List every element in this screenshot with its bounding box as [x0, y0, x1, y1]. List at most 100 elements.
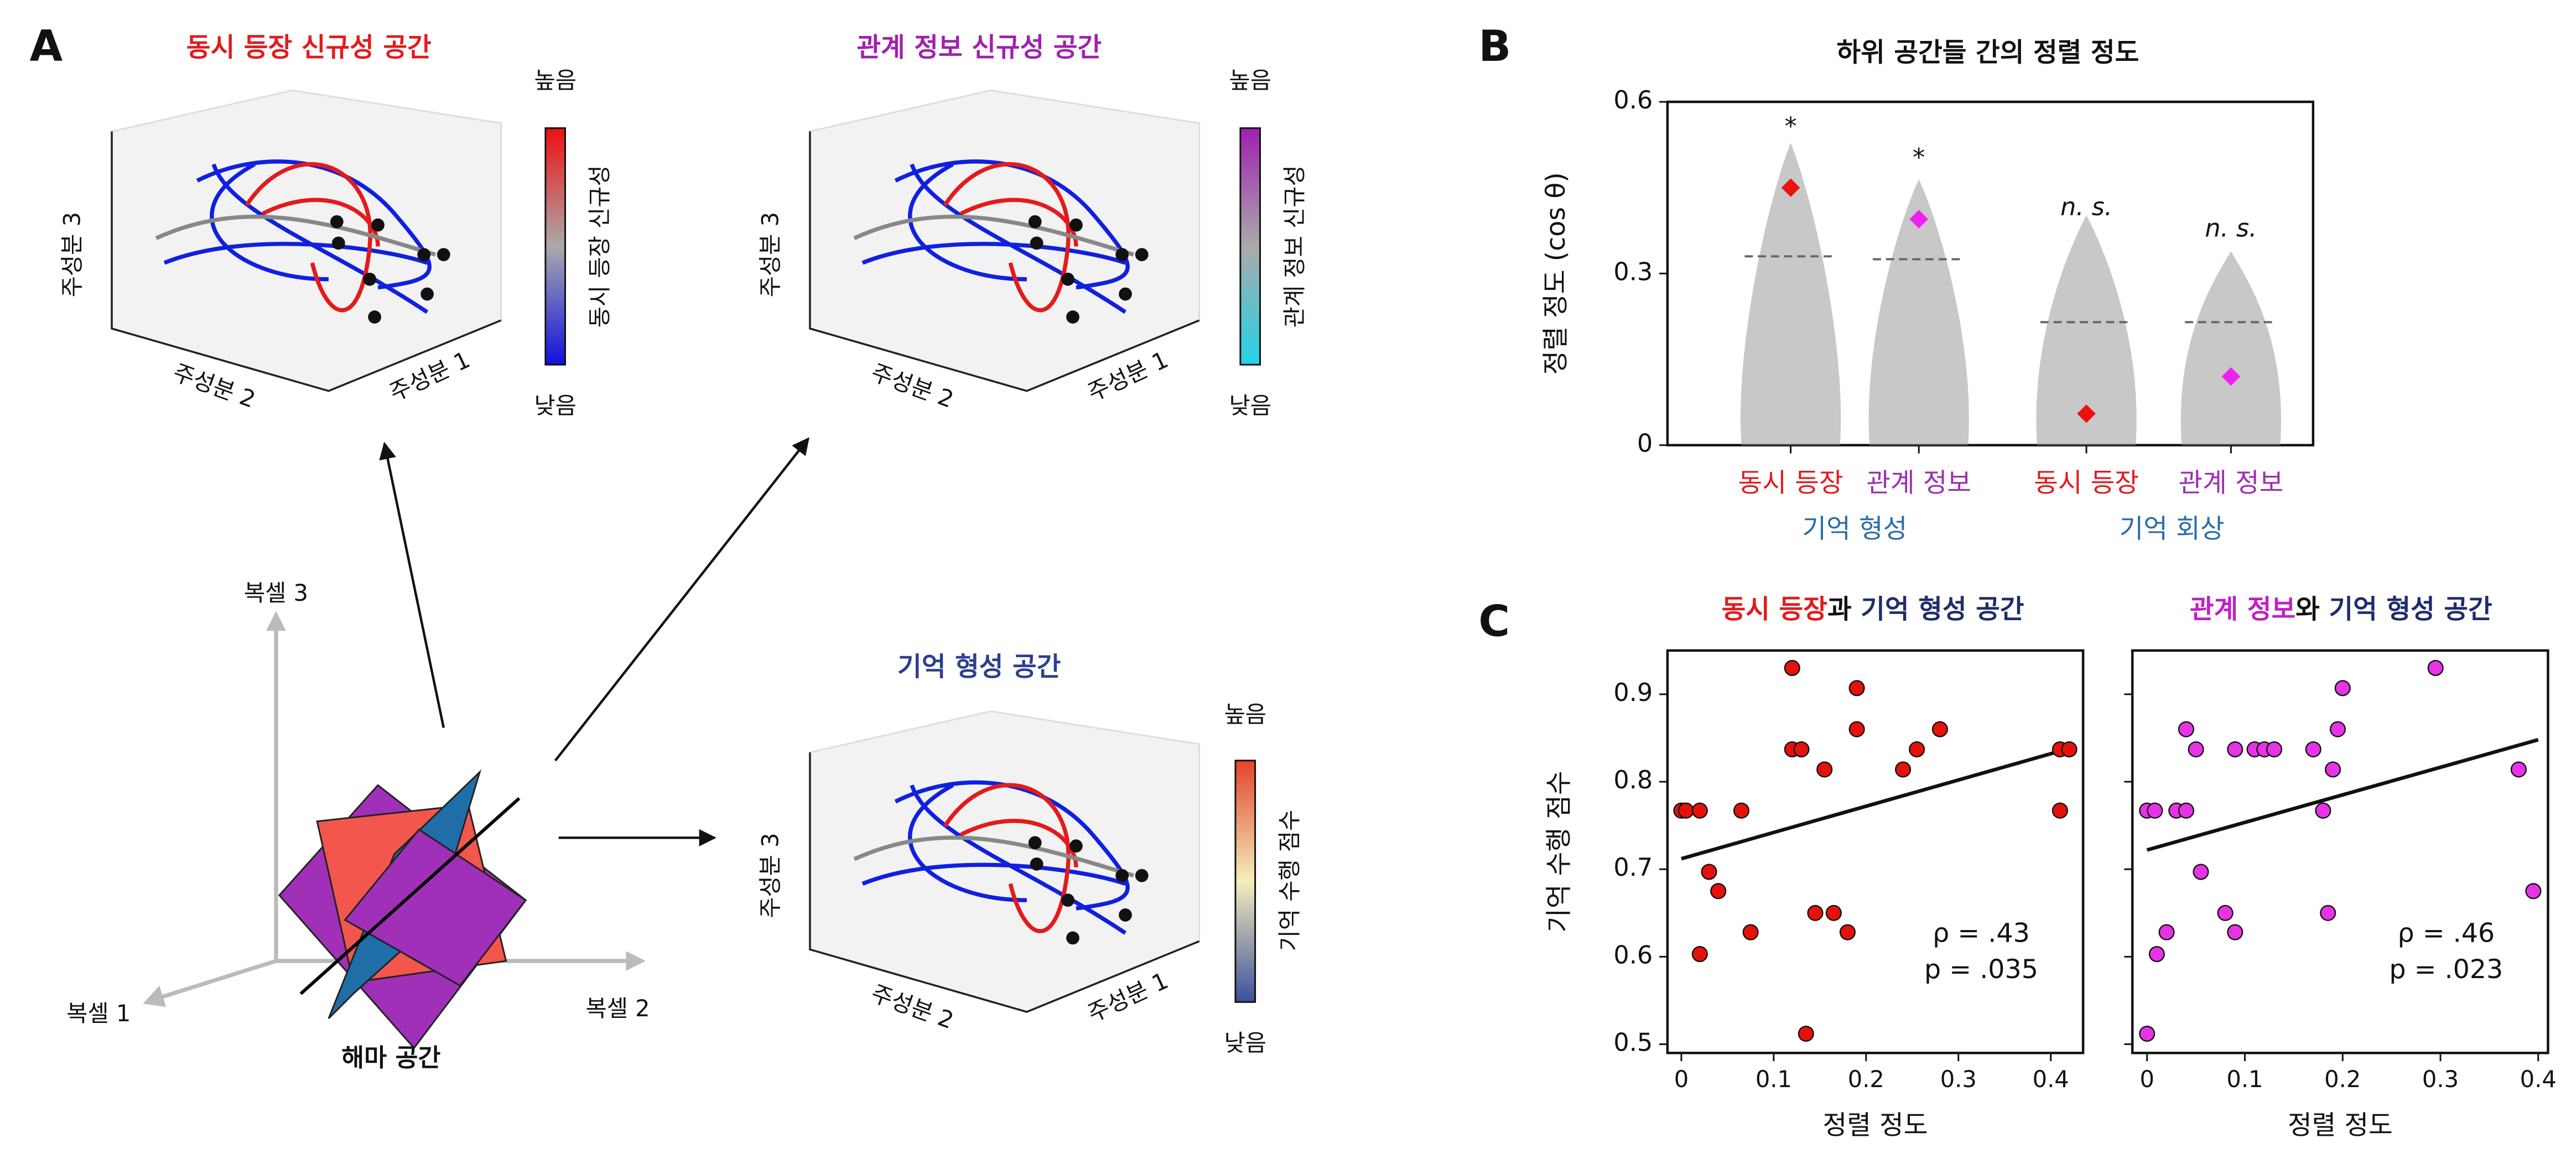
- x-tick-label: 관계 정보: [2178, 468, 2283, 498]
- annotation: *: [1784, 112, 1796, 141]
- fit-line: [1681, 746, 2070, 861]
- y-tick-label: 0.7: [1613, 853, 1653, 882]
- fit-line: [2146, 737, 2539, 852]
- stat: p = .035: [1924, 954, 2038, 985]
- group-label: 기억 형성: [1802, 514, 1907, 544]
- axis-label: 주성분 3: [757, 212, 784, 297]
- x-tick-label: 0.1: [1756, 1066, 1792, 1093]
- point: [1798, 1025, 1814, 1042]
- y-tick-label: 0.6: [1613, 940, 1653, 969]
- point: [2148, 946, 2165, 963]
- pca-box: [810, 711, 1199, 1012]
- y-axis-label: 기억 수행 점수: [1544, 771, 1575, 932]
- cbar-low: 낮음: [1224, 1029, 1266, 1056]
- stat: ρ = .43: [1933, 918, 2030, 948]
- x-axis-label: 정렬 정도: [2288, 1110, 2393, 1141]
- point: [2178, 802, 2194, 819]
- title-part: 동시 등장: [1722, 595, 1827, 625]
- point-cloud: [2036, 215, 2137, 445]
- colorbars: 높음 낮음 동시 등장 신규성 높음 낮음 관계 정보 신규성 높음 낮음 기억…: [534, 66, 1307, 1056]
- x-axis-label: 정렬 정도: [1823, 1110, 1928, 1141]
- cbar-label: 관계 정보 신규성: [1281, 165, 1308, 328]
- x-tick-label: 0.2: [2324, 1066, 2361, 1093]
- y-tick-label: 0.6: [1613, 86, 1653, 115]
- point: [2139, 1025, 2156, 1042]
- point: [1909, 741, 1925, 758]
- diamond: [1781, 178, 1800, 198]
- annotation: n. s.: [2060, 193, 2112, 221]
- diamond: [1909, 210, 1928, 228]
- title-part: 과: [1827, 595, 1861, 625]
- chart-title: 동시 등장과 기억 형성 공간: [1722, 595, 2024, 625]
- point: [1733, 802, 1749, 819]
- axis-label: 복셀 2: [586, 995, 650, 1022]
- point: [2305, 741, 2321, 758]
- point: [1793, 741, 1810, 758]
- title-part: 기억 형성 공간: [1861, 595, 2024, 625]
- hippocampal-space: 복셀 3 복셀 1 복셀 2 해마 공간: [66, 437, 809, 1072]
- cbar-high: 높음: [534, 66, 576, 93]
- point: [2266, 741, 2283, 758]
- chart-title: 하위 공간들 간의 정렬 정도: [1836, 38, 2139, 68]
- x-tick-label: 0: [1674, 1066, 1689, 1093]
- cbar-low: 낮음: [1229, 392, 1271, 419]
- chart-title: 관계 정보와 기억 형성 공간: [2190, 595, 2492, 625]
- point: [1825, 905, 1842, 921]
- y-tick-label: 0: [1637, 429, 1653, 458]
- point: [1807, 905, 1824, 921]
- y-tick-label: 0.5: [1613, 1028, 1653, 1057]
- point: [1710, 883, 1727, 900]
- title-part: 기억 형성 공간: [2329, 595, 2492, 625]
- x-tick-label: 0.2: [1848, 1066, 1884, 1093]
- y-tick-label: 0.3: [1613, 257, 1653, 286]
- point: [2320, 905, 2336, 921]
- point-cloud: [1740, 143, 1841, 445]
- point: [2227, 741, 2243, 758]
- point: [2052, 802, 2068, 819]
- x-tick-label: 0.4: [2520, 1066, 2557, 1093]
- cbar-high: 높음: [1224, 701, 1266, 728]
- y-tick-label: 0.9: [1613, 678, 1653, 707]
- point: [2193, 864, 2209, 880]
- point: [2324, 761, 2341, 778]
- caption: 해마 공간: [341, 1043, 440, 1072]
- cbar-label: 기억 수행 점수: [1276, 810, 1303, 952]
- x-tick-label: 0.3: [1940, 1066, 1977, 1093]
- plot-frame: [1666, 649, 2085, 1054]
- point: [2217, 905, 2234, 921]
- point: [2158, 924, 2175, 940]
- x-tick-label: 0: [2139, 1066, 2154, 1093]
- point: [2427, 659, 2444, 676]
- point: [2227, 924, 2243, 940]
- cbar-low: 낮음: [534, 392, 576, 419]
- point: [1784, 659, 1800, 676]
- panel-title: 기억 형성 공간: [897, 652, 1061, 682]
- diamond: [2077, 404, 2096, 423]
- point: [1848, 680, 1865, 697]
- point: [1691, 802, 1708, 819]
- point: [1816, 761, 1833, 778]
- title-part: 관계 정보: [2190, 595, 2295, 625]
- y-tick-label: 0.8: [1613, 766, 1653, 794]
- point: [2147, 802, 2163, 819]
- stat: ρ = .46: [2397, 918, 2495, 948]
- stat: p = .023: [2389, 954, 2503, 985]
- cbar-label: 동시 등장 신규성: [586, 165, 613, 328]
- panel-title: 동시 등장 신규성 공간: [186, 33, 432, 63]
- plot-frame: [2131, 649, 2549, 1054]
- point: [1677, 802, 1694, 819]
- group-label: 기억 회상: [2119, 514, 2224, 544]
- pca-box: [111, 89, 502, 392]
- point: [2315, 802, 2331, 819]
- point: [2334, 680, 2351, 697]
- x-tick-label: 동시 등장: [1738, 468, 1843, 498]
- x-tick-label: 관계 정보: [1866, 468, 1971, 498]
- panel-label: B: [1478, 22, 1511, 71]
- point: [2061, 741, 2078, 758]
- point: [1931, 721, 1948, 737]
- annotation: n. s.: [2205, 214, 2257, 243]
- point: [2188, 741, 2204, 758]
- axis-label: 복셀 3: [244, 579, 308, 606]
